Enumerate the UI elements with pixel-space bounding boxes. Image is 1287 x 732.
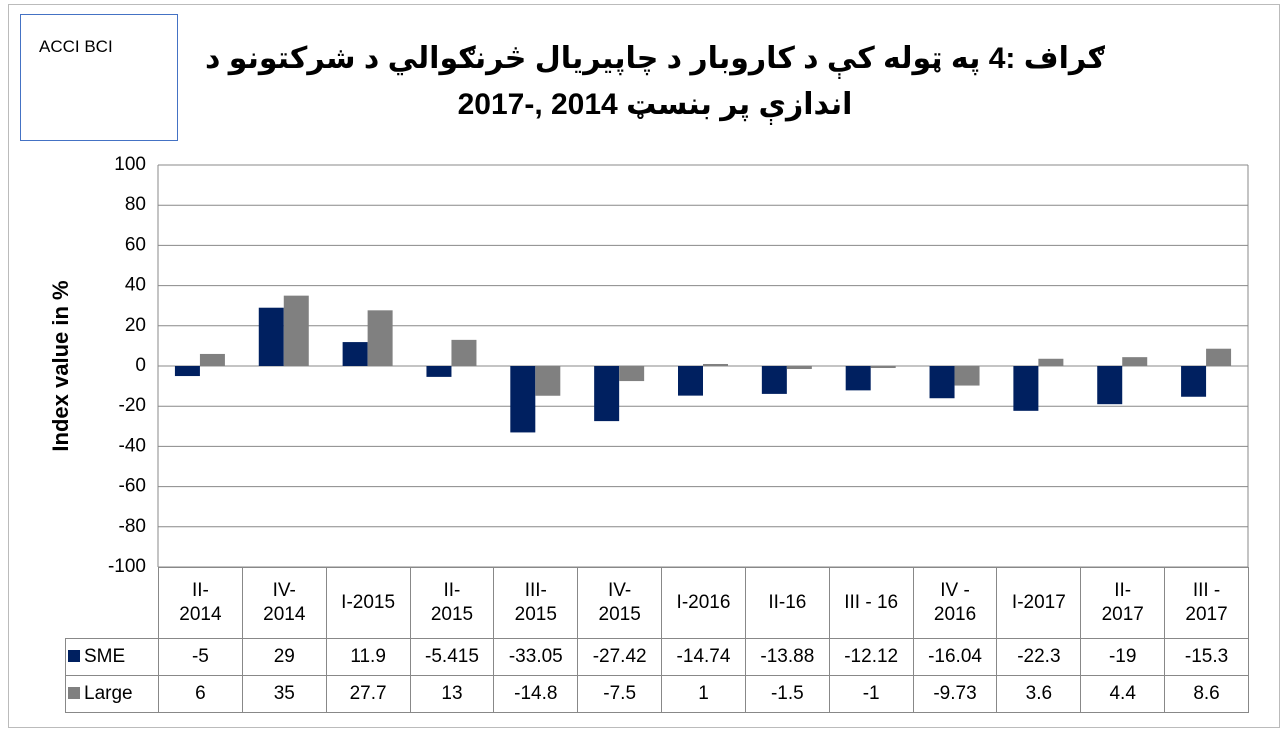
data-label: 13 <box>409 675 495 713</box>
legend-entry: SME <box>65 638 159 676</box>
x-tick-label: IV - 2016 <box>912 567 998 639</box>
chart-frame <box>8 4 1280 728</box>
bar <box>1206 348 1232 366</box>
bar <box>258 307 284 366</box>
x-tick-label: II- 2017 <box>1080 567 1166 639</box>
bar <box>954 366 980 386</box>
data-label: 11.9 <box>325 638 411 676</box>
data-label: -16.04 <box>912 638 998 676</box>
bar <box>510 366 536 433</box>
x-tick-label: II-16 <box>744 567 830 639</box>
x-tick-label: I-2015 <box>325 567 411 639</box>
y-tick-label: -40 <box>119 435 146 456</box>
x-tick-label: II- 2014 <box>158 567 243 639</box>
x-tick-label: III- 2015 <box>493 567 579 639</box>
legend-key <box>68 687 80 699</box>
data-label: -14.74 <box>661 638 746 676</box>
data-label: -7.5 <box>577 675 663 713</box>
legend-entry: Large <box>65 675 159 713</box>
data-label: -1 <box>828 675 914 713</box>
x-tick-label: II- 2015 <box>409 567 495 639</box>
legend-key <box>68 650 80 662</box>
bar <box>1013 366 1039 411</box>
y-axis-label: Index value in % <box>48 280 73 451</box>
data-label: 3.6 <box>996 675 1082 713</box>
bar <box>845 366 871 391</box>
bar <box>1097 366 1123 405</box>
y-tick-label: -60 <box>119 476 146 497</box>
bar <box>594 366 620 422</box>
bar <box>174 366 200 377</box>
corner <box>65 567 159 639</box>
data-table: II- 2014 IV- 2014 I-2015 II- 2015 III- 2015 I… <box>65 567 1249 713</box>
series-row: SME -5 29 11.9 -5.415 -33.05 -27.42 -14.74 -13.8… <box>65 638 1249 676</box>
x-tick-label: III - 16 <box>828 567 914 639</box>
data-label: -19 <box>1080 638 1166 676</box>
data-label: 4.4 <box>1080 675 1166 713</box>
legend-label: Large <box>84 683 133 704</box>
chart-title: ګراف :4 په ټوله کې د کاروبار د چاپيريال … <box>205 42 1105 121</box>
x-tick-label: IV- 2015 <box>577 567 663 639</box>
x-tick-label: I-2017 <box>996 567 1082 639</box>
data-label: -5 <box>158 638 243 676</box>
x-tick-label: IV- 2014 <box>241 567 327 639</box>
legend-label: SME <box>84 646 126 667</box>
data-label: 6 <box>158 675 243 713</box>
y-tick-label: 80 <box>125 194 146 215</box>
bar <box>426 366 452 377</box>
bar <box>342 342 368 366</box>
y-tick-label: 20 <box>125 315 146 336</box>
data-label: -12.12 <box>828 638 914 676</box>
data-label: 35 <box>241 675 327 713</box>
data-label: 27.7 <box>325 675 411 713</box>
y-tick-label: 0 <box>135 355 146 376</box>
series-row: Large 6 35 27.7 13 -14.8 -7.5 1 -1.5 -1 -9.73 3.6 4.… <box>65 675 1249 713</box>
bar <box>678 366 703 396</box>
data-label: -14.8 <box>493 675 579 713</box>
y-tick-label: -20 <box>119 395 146 416</box>
bar <box>703 363 728 366</box>
data-label: -1.5 <box>744 675 830 713</box>
bar <box>786 366 812 370</box>
data-label: -22.3 <box>996 638 1082 676</box>
data-label: -9.73 <box>912 675 998 713</box>
bar <box>1122 357 1148 366</box>
bar <box>535 366 561 396</box>
bar <box>619 366 645 382</box>
x-tick-label: I-2016 <box>661 567 746 639</box>
bar <box>929 366 955 399</box>
data-label: 1 <box>661 675 746 713</box>
annotation: ACCI BCI <box>20 14 178 141</box>
data-label: -33.05 <box>493 638 579 676</box>
category-row: II- 2014 IV- 2014 I-2015 II- 2015 III- 2015 I… <box>65 567 1249 639</box>
data-label: -5.415 <box>409 638 495 676</box>
data-label: 8.6 <box>1164 675 1249 713</box>
bar <box>1181 366 1207 397</box>
y-tick-label: 100 <box>114 154 146 175</box>
y-tick-label: 60 <box>125 234 146 255</box>
bar <box>283 295 309 366</box>
bar <box>1038 358 1064 366</box>
bar <box>199 353 225 366</box>
data-label: -27.42 <box>577 638 663 676</box>
bar <box>367 310 393 366</box>
data-label: -13.88 <box>744 638 830 676</box>
data-label: 29 <box>241 638 327 676</box>
bar <box>870 366 896 369</box>
bar <box>761 366 787 394</box>
data-label: -15.3 <box>1164 638 1249 676</box>
y-tick-label: -80 <box>119 516 146 537</box>
y-tick-label: 40 <box>125 275 146 296</box>
bar <box>451 339 477 366</box>
x-tick-label: III - 2017 <box>1164 567 1249 639</box>
